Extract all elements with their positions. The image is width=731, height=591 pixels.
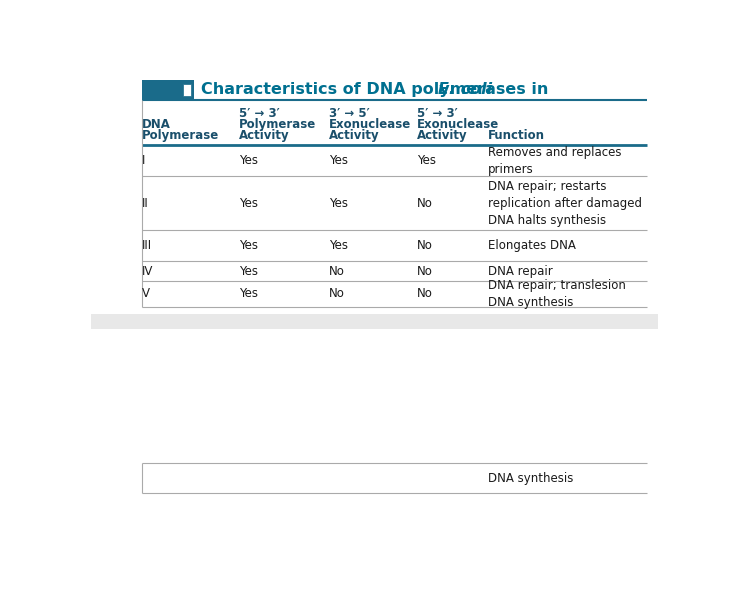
Text: Yes: Yes [238, 239, 257, 252]
Text: Polymerase: Polymerase [143, 129, 219, 142]
Text: 3′ → 5′: 3′ → 5′ [329, 107, 370, 120]
Text: Function: Function [488, 129, 545, 142]
Text: Characteristics of DNA polymerases in: Characteristics of DNA polymerases in [201, 82, 554, 97]
FancyBboxPatch shape [183, 84, 191, 96]
FancyBboxPatch shape [143, 80, 194, 99]
Text: Activity: Activity [329, 129, 380, 142]
Text: Elongates DNA: Elongates DNA [488, 239, 576, 252]
FancyBboxPatch shape [91, 314, 658, 329]
Text: E. coli: E. coli [438, 82, 492, 97]
Text: No: No [329, 287, 345, 300]
Text: 5′ → 3′: 5′ → 3′ [417, 107, 458, 120]
Text: TABLE: TABLE [145, 83, 186, 96]
Text: Yes: Yes [329, 239, 348, 252]
Text: Exonuclease: Exonuclease [329, 118, 412, 131]
Text: Yes: Yes [329, 154, 348, 167]
Text: Yes: Yes [238, 265, 257, 278]
Text: III: III [143, 239, 153, 252]
Text: I: I [143, 154, 145, 167]
Text: V: V [143, 287, 151, 300]
Text: No: No [329, 265, 345, 278]
Text: No: No [417, 197, 433, 210]
Text: DNA: DNA [143, 118, 171, 131]
Text: Yes: Yes [238, 154, 257, 167]
Text: DNA repair; restarts
replication after damaged
DNA halts synthesis: DNA repair; restarts replication after d… [488, 180, 642, 227]
Text: II: II [143, 197, 149, 210]
Text: Yes: Yes [238, 287, 257, 300]
Text: IV: IV [143, 265, 154, 278]
Text: Yes: Yes [238, 197, 257, 210]
Text: 5′ → 3′: 5′ → 3′ [238, 107, 279, 120]
Text: Yes: Yes [417, 154, 436, 167]
Text: Activity: Activity [238, 129, 289, 142]
Text: DNA synthesis: DNA synthesis [488, 472, 573, 485]
Text: No: No [417, 239, 433, 252]
Text: DNA repair: DNA repair [488, 265, 553, 278]
Text: No: No [417, 265, 433, 278]
Text: Removes and replaces
primers: Removes and replaces primers [488, 145, 621, 176]
Text: Activity: Activity [417, 129, 468, 142]
Text: No: No [417, 287, 433, 300]
Text: DNA repair; translesion
DNA synthesis: DNA repair; translesion DNA synthesis [488, 279, 626, 309]
Text: Exonuclease: Exonuclease [417, 118, 499, 131]
Text: Yes: Yes [329, 197, 348, 210]
Text: Polymerase: Polymerase [238, 118, 316, 131]
